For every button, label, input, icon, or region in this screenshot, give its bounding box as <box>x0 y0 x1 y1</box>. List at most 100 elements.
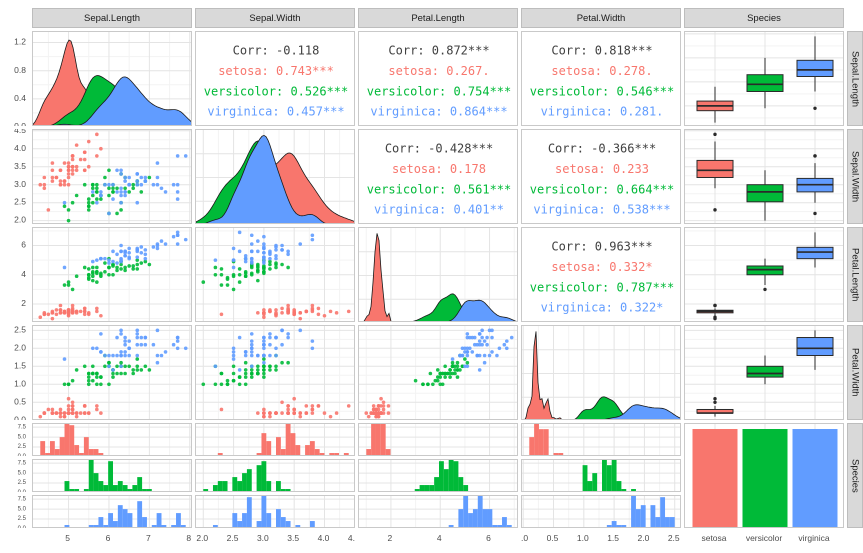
x-axis-tick-labels: 5 6 7 8 <box>65 533 191 543</box>
y-axis-row-1: 0.0 0.4 0.8 1.2 <box>1 31 29 126</box>
boxplot-plot <box>685 130 843 223</box>
svg-text:virginica: 0.538***: virginica: 0.538*** <box>533 203 670 217</box>
svg-text:5: 5 <box>65 533 70 543</box>
density-panel-r2c2 <box>195 129 355 224</box>
svg-text:6: 6 <box>486 533 491 543</box>
svg-text:setosa: 0.332*: setosa: 0.332* <box>551 260 652 274</box>
scatter-plot <box>196 326 354 419</box>
svg-text:2.5: 2.5 <box>668 533 680 543</box>
strip-label: Petal.Width <box>849 348 861 397</box>
x-axis-col-3: 2 4 6 <box>358 531 518 547</box>
svg-text:4: 4 <box>437 533 442 543</box>
svg-text:2: 2 <box>388 533 393 543</box>
strip-label: Species <box>747 12 781 24</box>
histogram-plot <box>359 424 517 455</box>
svg-text:7.5: 7.5 <box>18 424 27 430</box>
histogram-plot <box>33 460 191 491</box>
scatter-panel-r3c1 <box>32 227 192 322</box>
svg-text:0.0: 0.0 <box>18 490 27 492</box>
svg-text:4.5: 4.5 <box>14 129 26 135</box>
column-strip-sepal-length: Sepal.Length <box>32 8 192 28</box>
density-plot <box>522 326 680 419</box>
row-strip-sepal-width: Sepal.Width <box>847 129 863 224</box>
histogram-panel-setosa-c3 <box>358 423 518 456</box>
bar-plot <box>692 424 838 527</box>
y-axis-hist-setosa: 0.0 2.5 5.0 7.5 <box>1 423 29 456</box>
x-axis-col-5: setosa versicolor virginica <box>684 531 844 547</box>
density-panel-r3c3 <box>358 227 518 322</box>
correlation-panel-r2c4: Corr: -0.366*** setosa: 0.233 versicolor: … <box>521 129 681 224</box>
svg-text:4.0: 4.0 <box>14 143 26 153</box>
scatter-panel-r4c1 <box>32 325 192 420</box>
column-strip-petal-width: Petal.Width <box>521 8 681 28</box>
svg-text:versicolor: 0.754***: versicolor: 0.754*** <box>367 84 512 98</box>
y-axis-row-3: 2 4 6 <box>1 227 29 322</box>
histogram-panel-setosa-c1 <box>32 423 192 456</box>
correlation-plot: Corr: -0.428*** setosa: 0.178 versicolor: … <box>367 141 512 216</box>
correlation-panel-r1c3: Corr: 0.872*** setosa: 0.267. versicolor: … <box>358 31 518 126</box>
svg-text:2.5: 2.5 <box>18 516 27 522</box>
svg-text:versicolor: 0.546***: versicolor: 0.546*** <box>530 84 675 98</box>
row-strip-petal-width: Petal.Width <box>847 325 863 420</box>
svg-text:8: 8 <box>186 533 191 543</box>
x-axis-tick-labels: setosa versicolor virginica <box>701 533 829 543</box>
boxplot-panel-r4c5 <box>684 325 844 420</box>
svg-text:1.0: 1.0 <box>14 378 26 388</box>
histogram-panel-versicolor-c4 <box>521 459 681 492</box>
svg-text:3.0: 3.0 <box>257 533 269 543</box>
correlation-panel-r1c4: Corr: 0.818*** setosa: 0.278. versicolor: … <box>521 31 681 126</box>
y-axis-tick-labels: 0.0 2.5 5.0 7.5 <box>18 424 27 456</box>
svg-text:1.2: 1.2 <box>14 37 26 47</box>
boxplot-plot <box>685 228 843 321</box>
svg-text:Corr: 0.963***: Corr: 0.963*** <box>551 239 652 253</box>
histogram-plot <box>196 460 354 491</box>
histogram-panel-virginica-c4 <box>521 495 681 528</box>
svg-text:setosa: setosa <box>701 533 726 543</box>
svg-text:virginica: 0.281.: virginica: 0.281. <box>541 105 664 119</box>
histogram-panel-virginica-c2 <box>195 495 355 528</box>
svg-text:0.5: 0.5 <box>547 533 559 543</box>
y-axis-tick-labels: 0.0 2.5 5.0 7.5 <box>18 496 27 528</box>
svg-text:Corr: 0.872***: Corr: 0.872*** <box>388 43 489 57</box>
svg-text:2.5: 2.5 <box>227 533 239 543</box>
strip-label: Sepal.Length <box>84 12 140 24</box>
svg-text:1.5: 1.5 <box>14 360 26 370</box>
y-axis-tick-labels: 2 4 6 <box>21 240 26 309</box>
strip-label: Petal.Length <box>411 12 465 24</box>
density-plot <box>196 130 354 223</box>
svg-text:5.0: 5.0 <box>18 506 27 512</box>
svg-text:2.0: 2.0 <box>638 533 650 543</box>
svg-text:setosa: 0.233: setosa: 0.233 <box>555 162 649 176</box>
column-strip-sepal-width: Sepal.Width <box>195 8 355 28</box>
y-axis-hist-virginica: 0.0 2.5 5.0 7.5 <box>1 495 29 528</box>
correlation-plot: Corr: 0.872*** setosa: 0.267. versicolor: … <box>367 43 512 118</box>
correlation-panel-r3c4: Corr: 0.963*** setosa: 0.332* versicolor: … <box>521 227 681 322</box>
svg-text:3.0: 3.0 <box>14 179 26 189</box>
svg-text:7: 7 <box>146 533 151 543</box>
x-axis-tick-labels: 2.0 2.5 3.0 3.5 4.0 4.5 <box>196 533 355 543</box>
row-strip-petal-length: Petal.Length <box>847 227 863 322</box>
scatter-plot <box>33 326 191 419</box>
svg-text:0.0: 0.0 <box>14 414 26 420</box>
histogram-panel-versicolor-c1 <box>32 459 192 492</box>
svg-text:6: 6 <box>106 533 111 543</box>
scatter-plot <box>196 228 354 321</box>
svg-text:Corr: -0.366***: Corr: -0.366*** <box>548 141 656 155</box>
x-axis-tick-labels: 0.0 0.5 1.0 1.5 2.0 2.5 <box>521 533 680 543</box>
svg-text:2.5: 2.5 <box>14 325 26 334</box>
svg-text:0.8: 0.8 <box>14 65 26 75</box>
histogram-panel-virginica-c3 <box>358 495 518 528</box>
density-panel-r1c1 <box>32 31 192 126</box>
correlation-panel-r1c2: Corr: -0.118 setosa: 0.743*** versicolor: … <box>195 31 355 126</box>
correlation-plot: Corr: -0.366*** setosa: 0.233 versicolor: … <box>530 141 675 217</box>
scatter-plot <box>359 326 517 419</box>
svg-text:5.0: 5.0 <box>18 434 27 440</box>
svg-text:5.0: 5.0 <box>18 470 27 476</box>
y-axis-row-2: 2.0 2.5 3.0 3.5 4.0 4.5 <box>1 129 29 224</box>
svg-text:0.0: 0.0 <box>18 526 27 528</box>
svg-text:setosa: 0.278.: setosa: 0.278. <box>551 64 652 78</box>
column-strip-petal-length: Petal.Length <box>358 8 518 28</box>
svg-text:6: 6 <box>21 240 26 250</box>
svg-text:2.5: 2.5 <box>14 197 26 207</box>
